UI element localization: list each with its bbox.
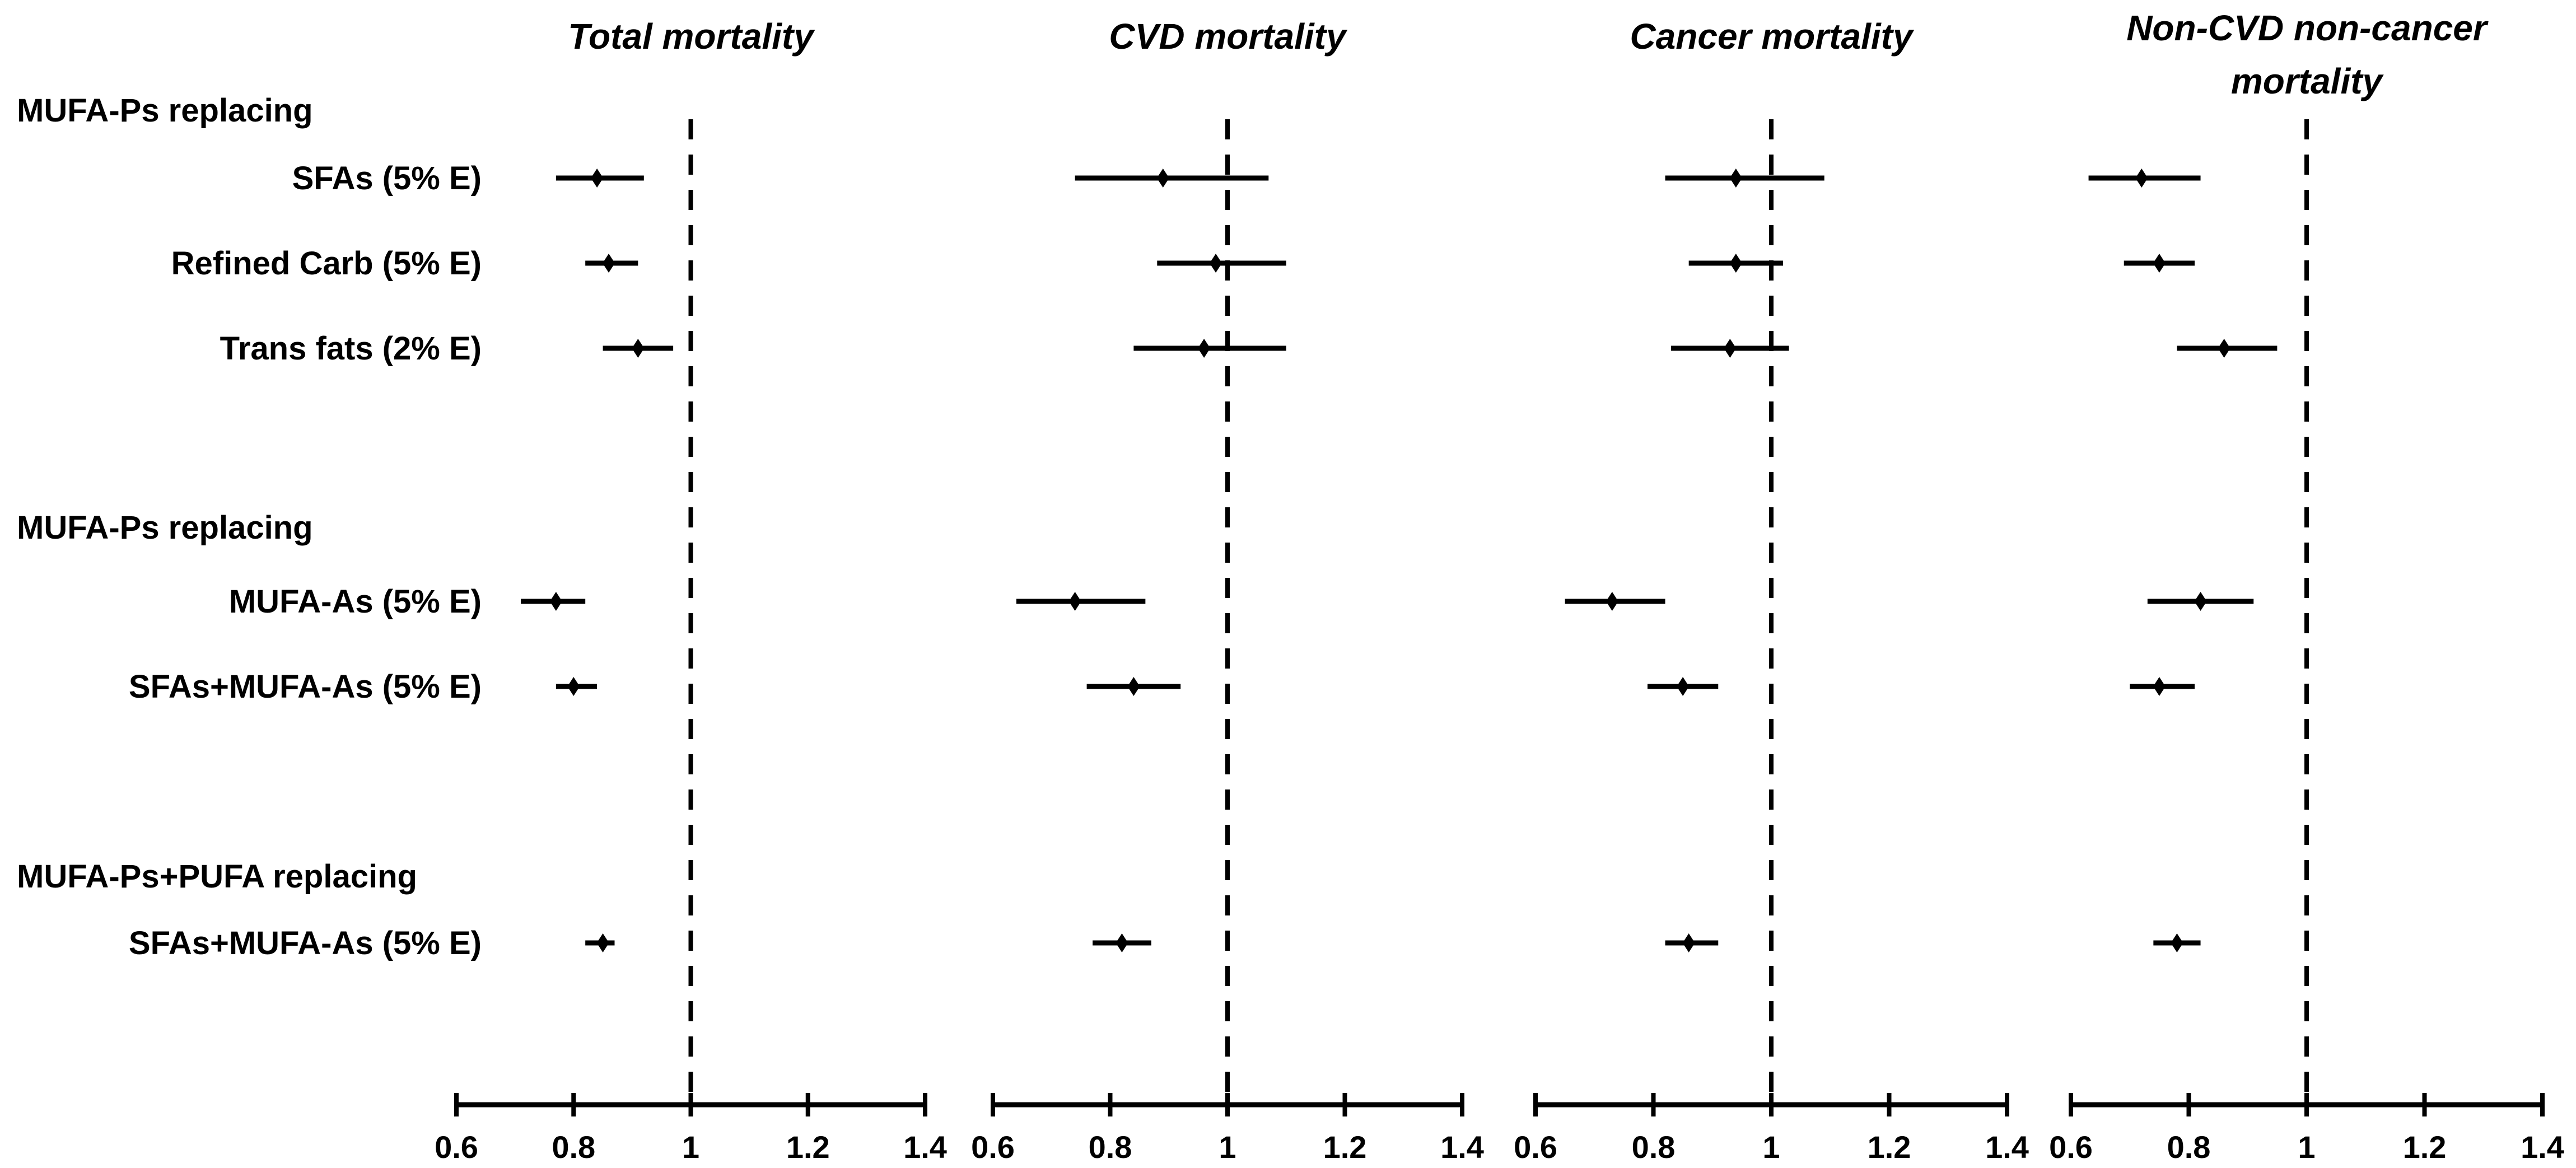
point-estimate-diamond — [591, 169, 604, 188]
panel-title: CVD mortality — [1109, 16, 1348, 57]
point-estimate-diamond — [2194, 592, 2207, 611]
x-axis-tick-label: 1 — [682, 1129, 699, 1165]
x-axis-tick-label: 1.2 — [1323, 1129, 1367, 1165]
x-axis-tick-label: 1 — [2298, 1129, 2315, 1165]
point-estimate-diamond — [596, 933, 609, 952]
point-estimate-diamond — [1116, 933, 1128, 952]
point-estimate-diamond — [549, 592, 562, 611]
x-axis-tick-label: 1.2 — [786, 1129, 830, 1165]
point-estimate-diamond — [1198, 339, 1211, 358]
point-estimate-diamond — [2153, 677, 2166, 696]
point-estimate-diamond — [1677, 677, 1690, 696]
x-axis-tick-label: 0.6 — [435, 1129, 478, 1165]
row-group-header: MUFA-Ps replacing — [17, 92, 313, 129]
x-axis-tick-label: 1.2 — [2403, 1129, 2447, 1165]
x-axis-tick-label: 1 — [1762, 1129, 1780, 1165]
x-axis-tick-label: 0.6 — [1514, 1129, 1557, 1165]
point-estimate-diamond — [2135, 169, 2148, 188]
point-estimate-diamond — [2153, 254, 2166, 273]
row-label: Trans fats (2% E) — [220, 330, 482, 367]
row-label: SFAs+MUFA-As (5% E) — [129, 669, 482, 705]
point-estimate-diamond — [603, 254, 615, 273]
point-estimate-diamond — [2171, 933, 2183, 952]
point-estimate-diamond — [1068, 592, 1081, 611]
x-axis-tick-label: 0.8 — [552, 1129, 595, 1165]
point-estimate-diamond — [1210, 254, 1222, 273]
point-estimate-diamond — [1127, 677, 1140, 696]
point-estimate-diamond — [1729, 254, 1742, 273]
row-label: Refined Carb (5% E) — [171, 245, 482, 282]
point-estimate-diamond — [2218, 339, 2230, 358]
point-estimate-diamond — [632, 339, 645, 358]
row-label: SFAs+MUFA-As (5% E) — [129, 925, 482, 961]
x-axis-tick-label: 0.6 — [2049, 1129, 2093, 1165]
row-group-header: MUFA-Ps+PUFA replacing — [17, 858, 417, 895]
x-axis-tick-label: 1.2 — [1868, 1129, 1911, 1165]
panel-title: Non-CVD non-cancer — [2126, 8, 2489, 48]
x-axis-tick-label: 0.8 — [1632, 1129, 1676, 1165]
point-estimate-diamond — [1729, 169, 1742, 188]
point-estimate-diamond — [1156, 169, 1169, 188]
row-group-header: MUFA-Ps replacing — [17, 510, 313, 546]
row-label: MUFA-As (5% E) — [229, 583, 482, 620]
x-axis-tick-label: 1.4 — [903, 1129, 947, 1165]
point-estimate-diamond — [567, 677, 580, 696]
panel-title: Cancer mortality — [1630, 16, 1914, 57]
row-label: SFAs (5% E) — [292, 160, 482, 197]
x-axis-tick-label: 1.4 — [1985, 1129, 2029, 1165]
x-axis-tick-label: 1 — [1219, 1129, 1236, 1165]
panel-title: mortality — [2231, 61, 2384, 101]
x-axis-tick-label: 0.8 — [1089, 1129, 1132, 1165]
point-estimate-diamond — [1682, 933, 1695, 952]
point-estimate-diamond — [1606, 592, 1618, 611]
x-axis-tick-label: 1.4 — [1440, 1129, 1484, 1165]
x-axis-tick-label: 0.8 — [2167, 1129, 2211, 1165]
panel-title: Total mortality — [568, 16, 815, 57]
x-axis-tick-label: 1.4 — [2521, 1129, 2564, 1165]
x-axis-tick-label: 0.6 — [971, 1129, 1015, 1165]
point-estimate-diamond — [1724, 339, 1737, 358]
